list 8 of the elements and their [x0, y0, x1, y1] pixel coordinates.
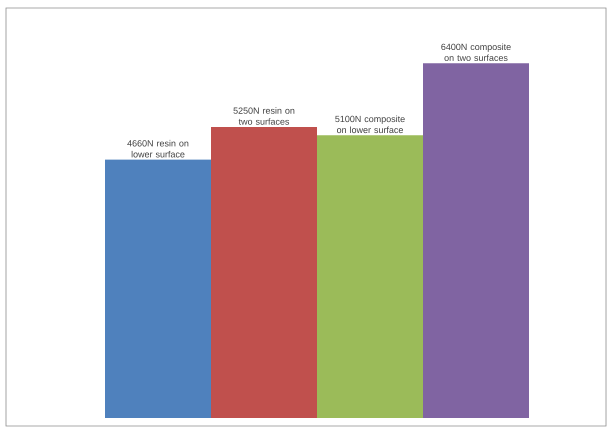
bar	[423, 63, 530, 418]
data-label: 6400N composite on two surfaces	[441, 43, 511, 62]
data-label: 5250N resin on two surfaces	[233, 107, 294, 125]
bar	[317, 135, 424, 418]
bar	[211, 126, 318, 418]
data-label: 4660N resin on lower surface	[127, 140, 188, 158]
data-label: 5100N composite on lower surface	[335, 116, 405, 134]
bar	[105, 160, 211, 418]
